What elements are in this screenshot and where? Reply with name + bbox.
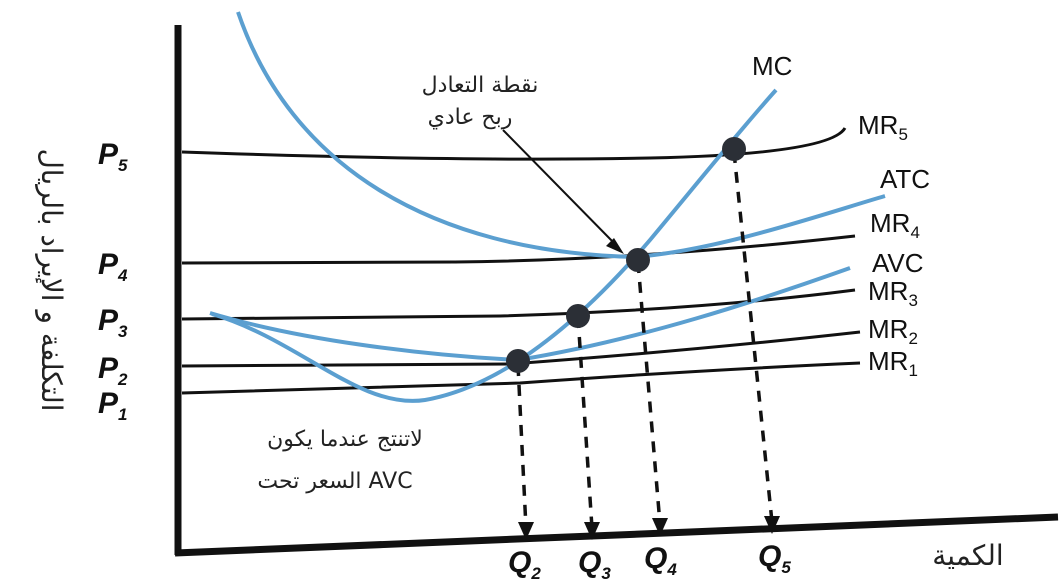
price-label-p4: P4: [98, 248, 128, 285]
mr5-label: MR5: [858, 110, 908, 144]
qty-label-q2: Q2: [508, 546, 541, 583]
q2-arrowhead: [518, 522, 534, 540]
x-axis: [174, 513, 1059, 557]
qty-label-q5: Q5: [758, 540, 791, 577]
shutdown-label-line1: لاتنتج عندما يكون: [267, 427, 423, 452]
qty-label-q3: Q3: [578, 546, 611, 583]
atc-label: ATC: [880, 164, 930, 194]
breakeven-label-line2: ربح عادي: [428, 105, 513, 130]
qty-label-q4: Q4: [644, 542, 677, 579]
point-q3-p3: [566, 304, 590, 328]
point-q4-p4: [626, 248, 650, 272]
mr3-label: MR3: [868, 276, 918, 310]
mr4-line: [181, 234, 856, 265]
mc-label: MC: [752, 51, 792, 81]
x-axis-title: الكمية: [932, 539, 1003, 572]
price-label-p3: P3: [98, 304, 128, 341]
mr3-line: [181, 288, 856, 321]
mc-curve: [211, 88, 778, 403]
price-label-p2: P2: [98, 352, 128, 389]
breakeven-arrowhead: [606, 238, 624, 254]
shutdown-label-line2: السعر تحت AVC: [257, 469, 412, 494]
point-q2-p2: [506, 349, 530, 373]
mr5-line: [181, 127, 847, 161]
avc-label: AVC: [872, 248, 924, 278]
breakeven-arrow-line: [502, 129, 617, 246]
mr2-line: [181, 330, 861, 368]
point-q5-p5: [722, 137, 746, 161]
q3-drop-line: [576, 316, 594, 529]
mr1-label: MR1: [868, 346, 918, 380]
mr4-label: MR4: [870, 208, 920, 242]
mr1-line: [181, 361, 861, 395]
q4-drop-line: [636, 261, 662, 525]
q4-arrowhead: [652, 518, 668, 536]
price-label-p1: P1: [98, 387, 127, 424]
mr2-label: MR2: [868, 314, 918, 348]
q5-drop-line: [732, 151, 774, 523]
y-axis-title: التكلفة و الإيراد بالريال: [35, 148, 68, 411]
q2-drop-line: [516, 364, 528, 529]
q3-arrowhead: [584, 522, 600, 540]
price-label-p5: P5: [98, 138, 128, 175]
atc-curve: [236, 11, 886, 260]
breakeven-label-line1: نقطة التعادل: [422, 73, 539, 98]
q5-arrowhead: [764, 516, 780, 534]
